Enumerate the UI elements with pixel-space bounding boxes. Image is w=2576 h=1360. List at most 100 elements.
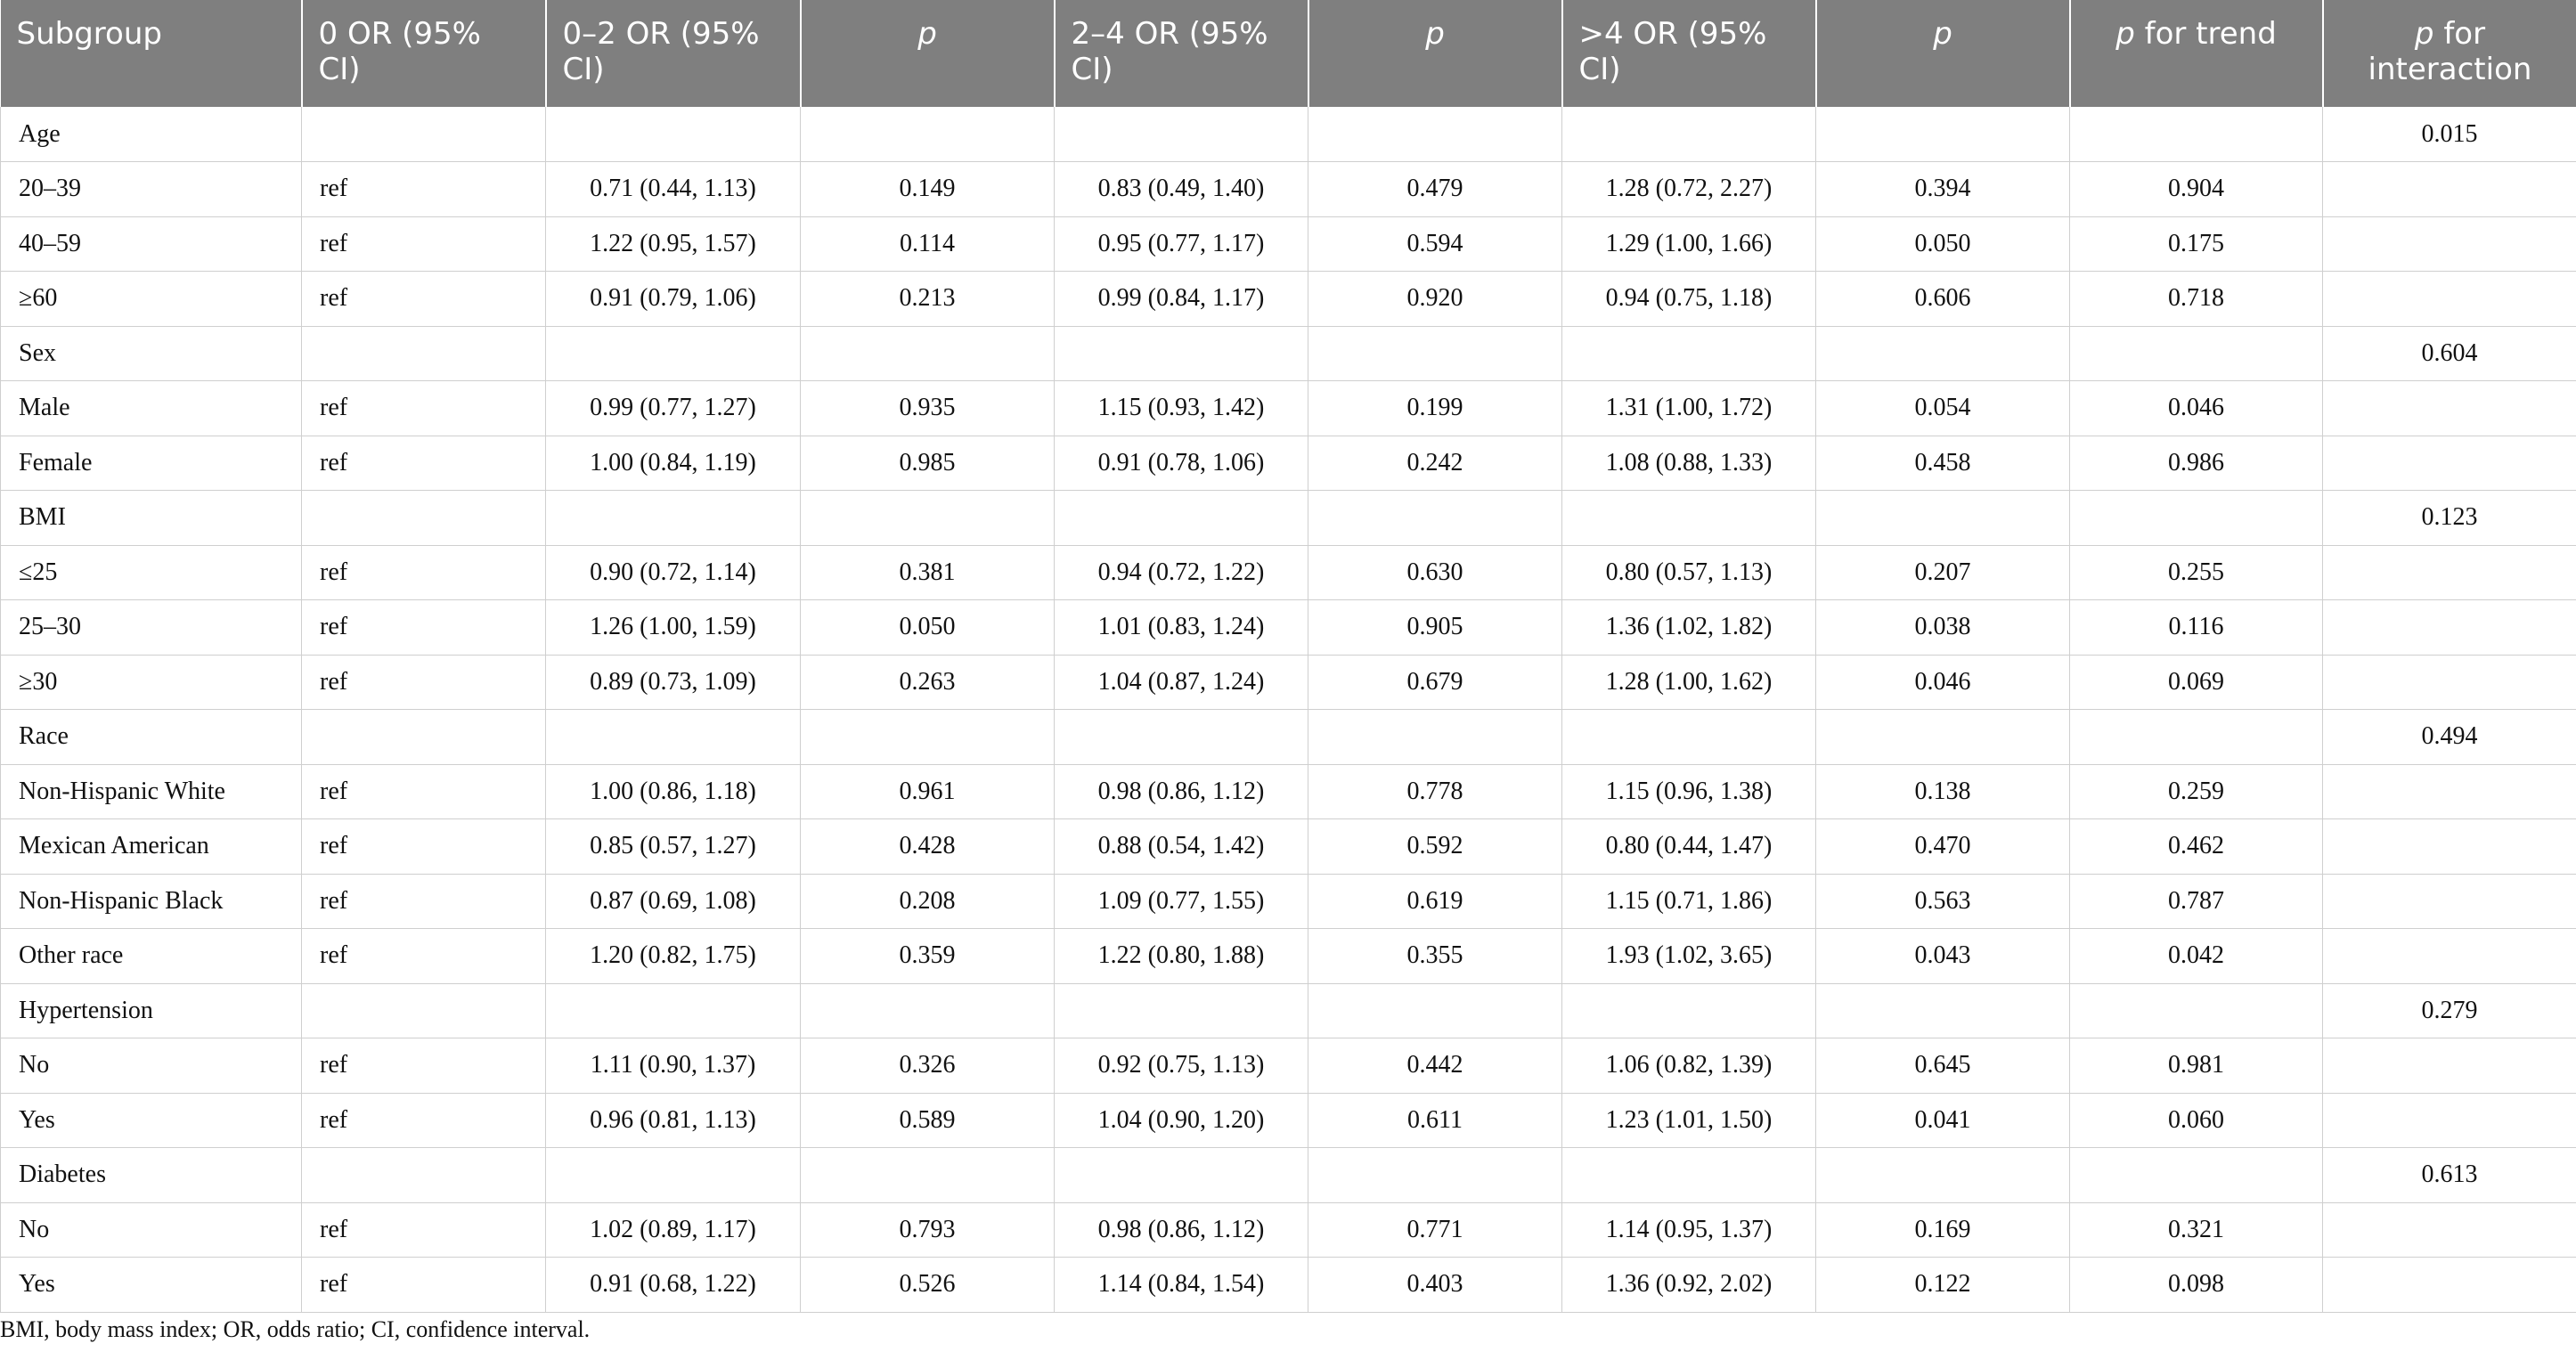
- table-cell: [1308, 709, 1562, 765]
- table-cell: 1.28 (1.00, 1.62): [1561, 654, 1816, 710]
- table-cell: 0.041: [1815, 1092, 2070, 1148]
- column-header-label: Subgroup: [16, 16, 162, 52]
- row-label-cell: No: [0, 1038, 302, 1094]
- table-row: Mexican American ref 0.85 (0.57, 1.27) 0.42…: [0, 818, 2576, 875]
- row-label-cell: Non-Hispanic White: [0, 763, 302, 819]
- table-cell: [2322, 380, 2576, 436]
- table-cell: 0.259: [2069, 763, 2323, 819]
- table-cell: ref: [301, 216, 546, 272]
- table-cell: [1815, 325, 2070, 381]
- column-header: Subgroup: [0, 0, 303, 107]
- table-cell: 0.098: [2069, 1257, 2323, 1313]
- table-row: 25–30 ref 1.26 (1.00, 1.59) 0.050 1.01 (0.83…: [0, 599, 2576, 656]
- table-cell: 0.589: [800, 1092, 1055, 1148]
- table-cell: 0.604: [2322, 325, 2576, 381]
- table-cell: 0.255: [2069, 544, 2323, 600]
- table-cell: 0.442: [1308, 1038, 1562, 1094]
- table-cell: 0.381: [800, 544, 1055, 600]
- table-cell: [800, 1147, 1055, 1203]
- table-cell: 0.99 (0.77, 1.27): [545, 380, 801, 436]
- table-cell: 0.321: [2069, 1201, 2323, 1258]
- table-cell: [545, 107, 801, 162]
- table-cell: 1.04 (0.90, 1.20): [1054, 1092, 1308, 1148]
- table-row: ≥60 ref 0.91 (0.79, 1.06) 0.213 0.99 (0.84, …: [0, 271, 2576, 327]
- table-row: Race 0.494: [0, 709, 2576, 765]
- table-cell: [1308, 982, 1562, 1038]
- table-row: BMI 0.123: [0, 490, 2576, 546]
- table-cell: ref: [301, 380, 546, 436]
- table-cell: 1.06 (0.82, 1.39): [1561, 1038, 1816, 1094]
- column-header-label: 0–2 OR (95% CI): [562, 16, 760, 87]
- table-cell: 0.85 (0.57, 1.27): [545, 818, 801, 875]
- table-cell: 0.986: [2069, 435, 2323, 491]
- table-cell: 0.96 (0.81, 1.13): [545, 1092, 801, 1148]
- table-cell: 1.93 (1.02, 3.65): [1561, 928, 1816, 984]
- table-row: ≤25 ref 0.90 (0.72, 1.14) 0.381 0.94 (0.72, …: [0, 544, 2576, 600]
- table-row: 40–59 ref 1.22 (0.95, 1.57) 0.114 0.95 (0.77…: [0, 216, 2576, 272]
- table-cell: [2322, 1038, 2576, 1094]
- table-cell: [1815, 709, 2070, 765]
- table-cell: [2322, 216, 2576, 272]
- table-cell: 0.394: [1815, 161, 2070, 217]
- row-label-cell: 40–59: [0, 216, 302, 272]
- table-cell: 0.458: [1815, 435, 2070, 491]
- table-cell: 0.80 (0.44, 1.47): [1561, 818, 1816, 875]
- table-cell: [545, 490, 801, 546]
- table-cell: ref: [301, 873, 546, 929]
- table-cell: 0.594: [1308, 216, 1562, 272]
- table-cell: [545, 982, 801, 1038]
- table-cell: 0.679: [1308, 654, 1562, 710]
- table-cell: 1.15 (0.93, 1.42): [1054, 380, 1308, 436]
- table-cell: 0.050: [800, 599, 1055, 656]
- table-cell: 0.606: [1815, 271, 2070, 327]
- table-row: Yes ref 0.91 (0.68, 1.22) 0.526 1.14 (0.84, …: [0, 1257, 2576, 1313]
- table-cell: [545, 1147, 801, 1203]
- table-cell: 1.20 (0.82, 1.75): [545, 928, 801, 984]
- table-cell: [2069, 982, 2323, 1038]
- table-cell: [1308, 1147, 1562, 1203]
- table-row: Other race ref 1.20 (0.82, 1.75) 0.359 1.22 …: [0, 928, 2576, 984]
- table-cell: 0.122: [1815, 1257, 2070, 1313]
- table-cell: ref: [301, 763, 546, 819]
- column-header: >4 OR (95% CI): [1561, 0, 1817, 107]
- table-cell: 0.207: [1815, 544, 2070, 600]
- table-cell: 0.563: [1815, 873, 2070, 929]
- row-label-cell: Sex: [0, 325, 302, 381]
- row-label-cell: 25–30: [0, 599, 302, 656]
- column-header: 2–4 OR (95% CI): [1054, 0, 1309, 107]
- table-cell: [2069, 1147, 2323, 1203]
- row-label-cell: Yes: [0, 1257, 302, 1313]
- row-label-cell: Race: [0, 709, 302, 765]
- table-cell: [2322, 271, 2576, 327]
- table-cell: 0.169: [1815, 1201, 2070, 1258]
- row-label-cell: ≤25: [0, 544, 302, 600]
- table-cell: 0.920: [1308, 271, 1562, 327]
- table-cell: 0.80 (0.57, 1.13): [1561, 544, 1816, 600]
- table-cell: [1561, 107, 1816, 162]
- table-cell: [1054, 1147, 1308, 1203]
- table-cell: [301, 325, 546, 381]
- column-header: p: [1815, 0, 2071, 107]
- table-cell: 0.263: [800, 654, 1055, 710]
- table-body: Age 0.015 20–39 ref 0.71 (0.44, 1.13) 0.149 0.…: [0, 107, 2576, 1313]
- table-cell: ref: [301, 599, 546, 656]
- table-row: Diabetes 0.613: [0, 1147, 2576, 1203]
- table-cell: [2322, 1201, 2576, 1258]
- table-cell: 0.630: [1308, 544, 1562, 600]
- table-cell: 0.94 (0.72, 1.22): [1054, 544, 1308, 600]
- table-cell: 0.043: [1815, 928, 2070, 984]
- table-cell: 0.279: [2322, 982, 2576, 1038]
- table-cell: 1.36 (1.02, 1.82): [1561, 599, 1816, 656]
- table-cell: 0.116: [2069, 599, 2323, 656]
- table-cell: [2322, 161, 2576, 217]
- table-cell: 1.29 (1.00, 1.66): [1561, 216, 1816, 272]
- table-cell: 0.89 (0.73, 1.09): [545, 654, 801, 710]
- table-cell: 0.718: [2069, 271, 2323, 327]
- table-cell: 0.494: [2322, 709, 2576, 765]
- table-cell: 0.83 (0.49, 1.40): [1054, 161, 1308, 217]
- table-cell: 0.98 (0.86, 1.12): [1054, 763, 1308, 819]
- table-cell: [1815, 490, 2070, 546]
- table-cell: [545, 325, 801, 381]
- column-header: 0 OR (95% CI): [301, 0, 547, 107]
- table-row: 20–39 ref 0.71 (0.44, 1.13) 0.149 0.83 (0.49…: [0, 161, 2576, 217]
